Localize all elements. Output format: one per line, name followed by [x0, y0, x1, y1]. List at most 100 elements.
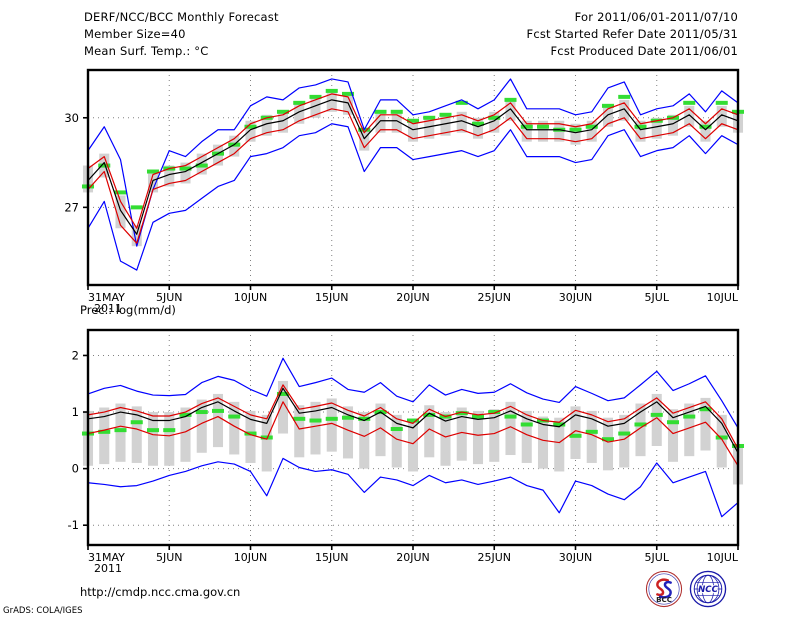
climate-dash: [244, 124, 257, 129]
spread-bar: [342, 93, 354, 115]
spread-bar: [521, 120, 532, 142]
x-tick-label: 5JUL: [645, 551, 670, 564]
x-tick-label: 15JUN: [315, 291, 349, 304]
climate-dash: [553, 422, 566, 427]
climate-dash: [179, 166, 192, 171]
spread-bar: [407, 120, 419, 142]
series-line-ensemble-mean: [87, 99, 739, 235]
spread-bar: [147, 412, 159, 466]
climate-dash: [260, 435, 273, 440]
climate-dash: [488, 115, 501, 120]
climate-dash: [520, 124, 533, 129]
climate-dash: [569, 127, 582, 132]
spread-bar: [277, 111, 289, 133]
x-tick-label: 25JUN: [477, 551, 511, 564]
spread-bar: [440, 412, 451, 466]
spread-bar: [131, 225, 142, 247]
spread-bar: [359, 412, 370, 469]
forecast-title: DERF/NCC/BCC Monthly Forecast: [84, 10, 279, 24]
spread-bar: [456, 407, 467, 461]
spread-bar: [554, 417, 565, 472]
refer-date-label: Fcst Started Refer Date 2011/05/31: [526, 27, 738, 41]
x-tick-label: 31MAY: [88, 291, 125, 304]
spread-bar: [115, 403, 126, 462]
climate-dash: [309, 94, 322, 99]
spread-bar: [472, 410, 484, 465]
spread-bar: [326, 90, 337, 112]
climate-dash: [618, 431, 631, 436]
climate-dash: [195, 163, 208, 168]
spread-bar: [294, 405, 305, 458]
climate-dash: [699, 124, 712, 129]
climate-dash: [471, 121, 485, 126]
y-tick-label: -1: [68, 518, 79, 532]
spread-bar: [115, 195, 126, 229]
bcc-logo-text: BCC: [656, 595, 672, 604]
climate-dash: [536, 124, 550, 129]
spread-bar: [667, 409, 679, 462]
y-tick-label: 27: [64, 200, 79, 214]
grads-credit: GrADS: COLA/IGES: [3, 606, 83, 616]
spread-bar: [245, 410, 256, 463]
spread-bar: [294, 102, 305, 124]
x-tick-label: 25JUN: [477, 291, 511, 304]
climate-dash: [585, 429, 598, 434]
climate-dash: [98, 163, 111, 168]
climate-dash: [374, 109, 387, 114]
forecast-period-label: For 2011/06/01-2011/07/10: [574, 10, 738, 24]
climate-dash: [146, 169, 160, 174]
x-tick-label: 20JUN: [396, 551, 430, 564]
climate-dash: [341, 91, 355, 96]
climate-dash: [423, 115, 436, 120]
x-tick-sublabel: 2011: [94, 562, 122, 575]
spread-bar: [700, 397, 711, 451]
spread-bar: [537, 416, 549, 469]
spread-bar: [651, 393, 662, 446]
spread-bar: [359, 129, 370, 151]
produced-date-label: Fcst Produced Date 2011/06/01: [550, 44, 738, 58]
spread-bar: [391, 414, 402, 468]
climate-dash: [650, 412, 663, 417]
spread-bar: [424, 117, 435, 139]
climate-dash: [585, 124, 598, 129]
climate-dash: [471, 414, 485, 419]
x-tick-label: 10JUL: [707, 291, 739, 304]
x-tick-label: 15JUN: [315, 551, 349, 564]
climate-dash: [666, 420, 680, 425]
x-tick-label: 5JUN: [156, 551, 183, 564]
climate-dash: [520, 422, 533, 427]
spread-bar: [570, 123, 581, 145]
climate-dash: [601, 437, 615, 442]
spread-bar: [602, 105, 614, 127]
series-line-lower-quartile: [87, 401, 739, 467]
climate-dash: [114, 428, 127, 433]
climate-dash: [341, 415, 355, 420]
climate-dash: [406, 418, 420, 423]
climate-dash: [390, 109, 403, 114]
climate-dash: [114, 190, 127, 195]
ncc-logo-icon: NCC: [689, 570, 727, 608]
spread-bar: [310, 96, 321, 118]
x-tick-label: 30JUN: [559, 551, 593, 564]
x-tick-label: 10JUN: [234, 551, 268, 564]
spread-bar: [375, 111, 386, 133]
climate-dash: [423, 412, 436, 417]
climate-dash: [683, 414, 696, 419]
climate-dash: [130, 420, 143, 425]
climate-dash: [455, 411, 468, 416]
spread-bar: [180, 162, 191, 184]
source-url[interactable]: http://cmdp.ncc.cma.gov.cn: [80, 585, 241, 599]
spread-bar: [342, 406, 354, 459]
variable-label: Mean Surf. Temp.: °C: [84, 44, 209, 58]
x-tick-label: 31MAY: [88, 551, 125, 564]
y-tick-label: 2: [72, 348, 79, 362]
climate-dash: [358, 416, 371, 421]
spread-bar: [521, 410, 532, 463]
spread-bar: [196, 399, 207, 453]
climate-dash: [488, 410, 501, 415]
spread-bar: [602, 417, 614, 471]
spread-bar: [505, 401, 516, 456]
climate-dash: [683, 100, 696, 105]
spread-bar: [537, 120, 549, 142]
climate-dash: [309, 418, 322, 423]
